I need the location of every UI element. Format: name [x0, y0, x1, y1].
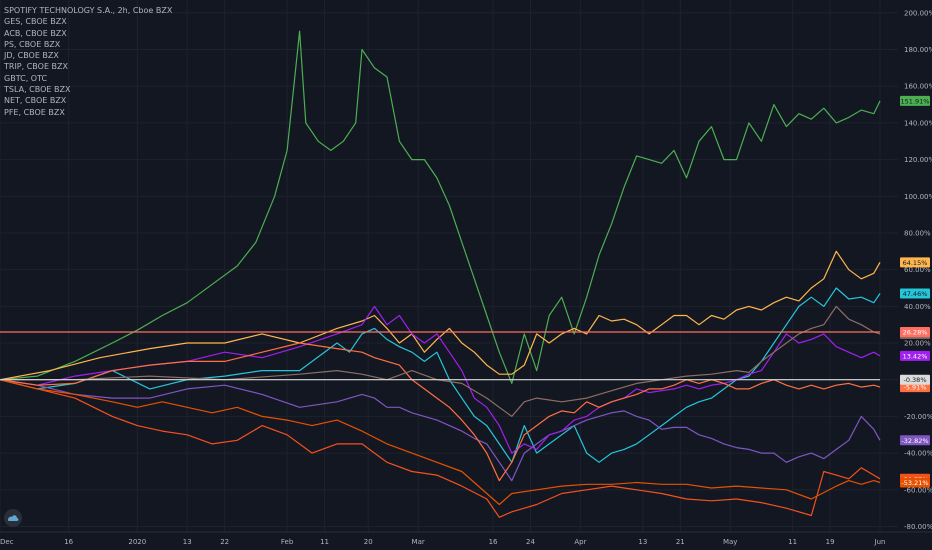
legend-item[interactable]: TRIP, CBOE BZX	[4, 62, 68, 72]
y-tick-label: 120.00%	[904, 156, 932, 164]
chart-title: SPOTIFY TECHNOLOGY S.A., 2h, Cboe BZX	[4, 6, 173, 15]
tradingview-logo-icon[interactable]	[4, 509, 22, 527]
end-label-badge	[900, 327, 930, 338]
x-tick-label: May	[723, 538, 737, 546]
x-tick-label: Feb	[281, 538, 294, 546]
end-label-text: 151.91%	[901, 97, 930, 105]
legend-item[interactable]: GBTC, OTC	[4, 73, 48, 83]
series-line	[0, 379, 881, 518]
x-axis: Dec 16 2020 13 22 Feb 11 20 Mar 16 24 Apr 13 21 May 11 1…	[0, 531, 932, 550]
x-tick-label: 13	[638, 538, 647, 546]
end-label-text: 47.46%	[903, 290, 928, 298]
x-tick-label: 16	[489, 538, 498, 546]
end-label-badge	[900, 374, 930, 385]
x-tick-label: 24	[526, 538, 535, 546]
end-label-badges: 151.91% 64.15% 47.46% -32.82% 13.42% -5.91% -5…	[900, 95, 930, 488]
legend-item[interactable]: GES, CBOE BZX	[4, 17, 67, 27]
x-tick-label: 22	[220, 538, 229, 546]
y-tick-label: 200.00%	[904, 9, 932, 17]
legend-item[interactable]: PS, CBOE BZX	[4, 39, 61, 49]
y-tick-label: -20.00%	[904, 413, 932, 421]
y-tick-label: 40.00%	[904, 303, 931, 311]
x-tick-label: Mar	[412, 538, 425, 546]
x-tick-label: 11	[320, 538, 329, 546]
end-label-text: 64.15%	[903, 259, 928, 267]
end-label-text: -53.21%	[901, 479, 928, 487]
end-label-badge	[900, 288, 930, 299]
legend-item[interactable]: PFE, CBOE BZX	[4, 107, 65, 117]
end-label-text: 26.28%	[903, 329, 928, 337]
x-tick-label: 11	[788, 538, 797, 546]
y-tick-label: 20.00%	[904, 340, 931, 348]
x-tick-label: Jun	[874, 538, 886, 546]
x-tick-label: 16	[64, 538, 73, 546]
x-tick-label: Dec	[0, 538, 14, 546]
y-tick-label: -60.00%	[904, 486, 932, 494]
end-label-text: -5.91%	[904, 384, 927, 392]
y-tick-label: 160.00%	[904, 83, 932, 91]
end-label-text: -32.82%	[901, 437, 928, 445]
legend-item[interactable]: JD, CBOE BZX	[4, 51, 59, 61]
y-tick-label: -80.00%	[904, 523, 932, 531]
legend-item[interactable]: NET, CBOE BZX	[4, 96, 67, 106]
y-tick-label: 100.00%	[904, 193, 932, 201]
series-line	[0, 379, 881, 506]
x-tick-label: 2020	[128, 538, 146, 546]
end-label-badge	[900, 477, 930, 488]
series-lines	[0, 30, 881, 518]
series-line	[0, 250, 881, 381]
x-tick-label: 21	[676, 538, 685, 546]
end-label-badge	[900, 350, 930, 361]
end-label-badge	[900, 257, 930, 268]
y-axis-background	[898, 0, 932, 550]
x-tick-label: 20	[364, 538, 373, 546]
legend-item[interactable]: ACB, CBOE BZX	[4, 28, 67, 38]
x-axis-background	[0, 532, 932, 550]
legend-item[interactable]: TSLA, CBOE BZX	[4, 85, 71, 95]
end-label-badge	[900, 95, 930, 106]
y-tick-label: 60.00%	[904, 266, 931, 274]
end-label-badge	[900, 435, 930, 446]
series-line	[0, 30, 881, 384]
series-line	[0, 342, 881, 482]
series-line	[0, 305, 881, 454]
series-line	[0, 305, 881, 417]
x-tick-label: 19	[826, 538, 835, 546]
y-axis: 200.00% 180.00% 160.00% 140.00% 120.00% 100.0…	[898, 0, 932, 550]
end-label-text: -0.38%	[904, 376, 927, 384]
x-tick-label: 13	[183, 538, 192, 546]
y-tick-label: 180.00%	[904, 46, 932, 54]
legend: SPOTIFY TECHNOLOGY S.A., 2h, Cboe BZX GE…	[4, 5, 172, 118]
y-tick-label: 140.00%	[904, 119, 932, 127]
x-tick-label: Apr	[574, 538, 586, 546]
y-tick-label: 80.00%	[904, 229, 931, 237]
end-label-text: 13.42%	[903, 352, 928, 360]
y-tick-label: -40.00%	[904, 450, 932, 458]
